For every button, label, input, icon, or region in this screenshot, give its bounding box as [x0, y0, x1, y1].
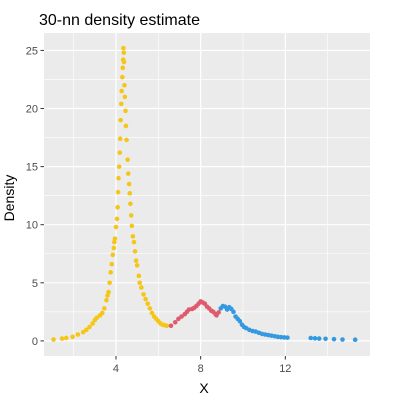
data-point [352, 337, 358, 343]
data-point [172, 320, 178, 325]
data-point [111, 245, 117, 251]
data-point [122, 94, 128, 100]
data-point [84, 327, 89, 333]
x-axis: 4 8 12 [113, 356, 291, 375]
data-point [113, 224, 119, 230]
y-tick-label: 5 [32, 278, 38, 290]
data-point [121, 45, 126, 51]
data-point [110, 252, 116, 258]
data-point [59, 336, 65, 341]
data-point [104, 297, 109, 303]
data-point [107, 280, 112, 286]
data-point [331, 336, 337, 342]
x-tick-label: 8 [198, 363, 204, 375]
data-point [237, 318, 243, 324]
data-point [127, 191, 133, 196]
data-point [115, 189, 121, 195]
data-point [285, 335, 290, 340]
data-point [124, 137, 129, 143]
data-point [133, 258, 139, 264]
data-point [131, 239, 137, 245]
data-point [312, 336, 318, 341]
data-point [94, 315, 100, 320]
data-point [128, 213, 134, 218]
y-tick-label: 0 [32, 336, 38, 348]
data-point [340, 337, 345, 342]
x-tick-label: 12 [279, 363, 291, 375]
data-point [109, 261, 115, 267]
data-point [231, 309, 236, 315]
data-point [128, 201, 133, 207]
data-point [116, 164, 122, 169]
data-point [63, 335, 69, 341]
data-point [129, 223, 135, 229]
data-point [179, 314, 184, 319]
data-point [120, 65, 126, 71]
data-point [141, 292, 146, 297]
data-point [164, 323, 170, 329]
data-points [51, 45, 358, 343]
data-point [122, 82, 127, 88]
y-axis-title: Density [1, 175, 17, 222]
x-axis-title: X [199, 380, 209, 396]
data-point [99, 310, 105, 316]
data-point [121, 59, 127, 65]
data-point [126, 181, 132, 187]
data-point [145, 301, 151, 307]
data-point [119, 88, 124, 94]
data-point [123, 123, 129, 129]
data-point [118, 117, 123, 123]
y-tick-label: 15 [26, 162, 38, 174]
y-tick-label: 25 [26, 45, 38, 57]
data-point [102, 306, 107, 311]
data-point [316, 336, 322, 341]
data-point [112, 236, 118, 241]
x-tick-label: 4 [113, 363, 119, 375]
data-point [149, 310, 155, 316]
data-point [130, 234, 136, 239]
data-point [125, 157, 130, 162]
data-point [105, 293, 110, 298]
data-point [70, 334, 75, 340]
data-point [168, 323, 174, 329]
minor-gridlines [44, 33, 370, 356]
data-point [134, 263, 140, 268]
data-point [132, 249, 138, 254]
data-point [147, 306, 153, 311]
data-point [115, 204, 120, 210]
data-point [308, 335, 314, 341]
data-point [90, 321, 95, 326]
data-point [87, 324, 92, 330]
data-point [117, 150, 123, 155]
data-point [136, 273, 142, 279]
data-point [108, 270, 113, 275]
y-tick-label: 10 [26, 220, 38, 232]
data-point [137, 280, 142, 286]
data-point [143, 296, 148, 302]
data-point [106, 289, 111, 295]
data-point [111, 239, 117, 245]
data-point [123, 108, 128, 114]
data-point [139, 285, 144, 290]
data-point [114, 216, 120, 222]
plot-panel [44, 33, 370, 356]
data-point [323, 336, 328, 342]
data-point [216, 310, 221, 315]
data-point [120, 74, 125, 80]
chart-title: 30-nn density estimate [39, 12, 200, 29]
data-point [51, 337, 56, 342]
y-tick-label: 20 [26, 104, 38, 116]
data-point [80, 329, 86, 335]
data-point [116, 175, 121, 181]
data-point [125, 171, 131, 176]
data-point [117, 136, 123, 142]
y-axis: 0 5 10 15 20 25 [26, 45, 44, 348]
data-point [118, 101, 124, 107]
data-point [176, 316, 181, 322]
data-point [75, 332, 81, 337]
data-point [121, 50, 127, 56]
